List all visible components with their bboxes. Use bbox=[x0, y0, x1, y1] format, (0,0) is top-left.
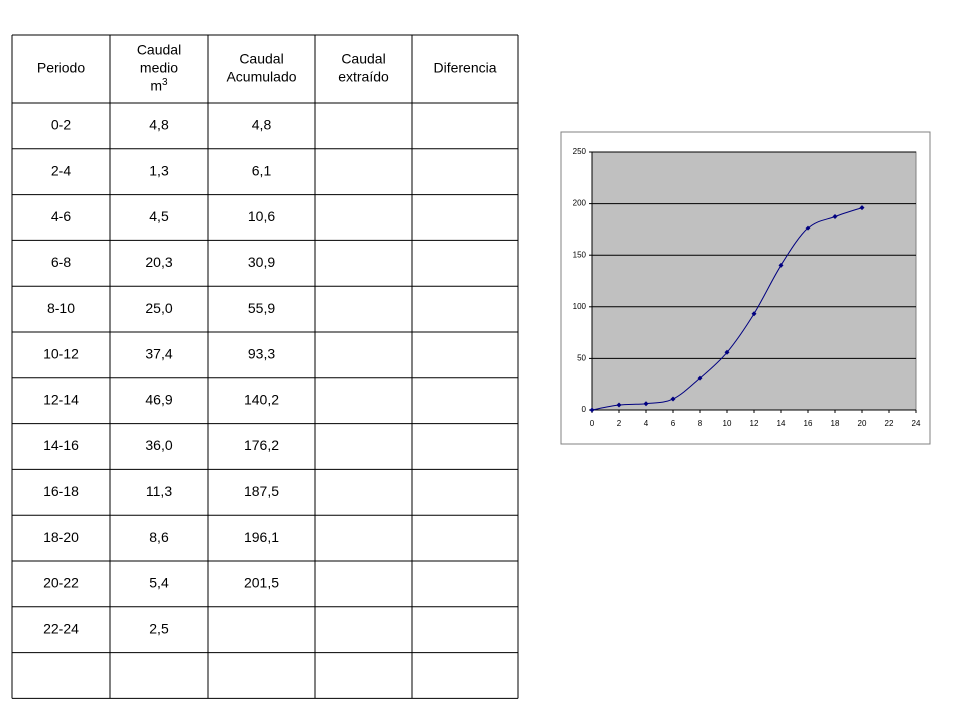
x-tick-label: 12 bbox=[750, 419, 759, 428]
header-text: Periodo bbox=[37, 60, 85, 76]
table-cell: 5,4 bbox=[149, 575, 169, 591]
table-cell: 0-2 bbox=[51, 117, 71, 133]
table-cell: 25,0 bbox=[145, 300, 172, 316]
table-cell: 196,1 bbox=[244, 529, 279, 545]
table-cell: 93,3 bbox=[248, 346, 275, 362]
table-cell: 46,9 bbox=[145, 391, 172, 407]
x-tick-label: 24 bbox=[912, 419, 921, 428]
x-tick-label: 16 bbox=[804, 419, 813, 428]
x-tick-label: 20 bbox=[858, 419, 867, 428]
table-cell: 176,2 bbox=[244, 437, 279, 453]
header-text: extraído bbox=[338, 69, 389, 85]
table-cell: 140,2 bbox=[244, 391, 279, 407]
y-tick-label: 100 bbox=[573, 302, 587, 311]
x-tick-label: 4 bbox=[644, 419, 649, 428]
table-cell: 2,5 bbox=[149, 620, 169, 636]
table-cell: 12-14 bbox=[43, 391, 79, 407]
data-point bbox=[724, 349, 730, 355]
table-cell: 30,9 bbox=[248, 254, 275, 270]
data-point bbox=[805, 225, 811, 231]
data-point bbox=[643, 401, 649, 407]
plot-area bbox=[591, 151, 917, 411]
header-text: Caudal bbox=[239, 51, 283, 67]
table-cell: 6-8 bbox=[51, 254, 71, 270]
data-point bbox=[616, 402, 622, 408]
superscript: 3 bbox=[162, 77, 168, 88]
table-cell: 11,3 bbox=[146, 483, 172, 499]
header-text: Diferencia bbox=[433, 60, 496, 76]
x-tick-label: 14 bbox=[777, 419, 786, 428]
y-tick-label: 200 bbox=[573, 199, 587, 208]
table-cell: 187,5 bbox=[244, 483, 279, 499]
table-cell: 14-16 bbox=[43, 437, 79, 453]
header-text: Acumulado bbox=[226, 69, 296, 85]
header-text: m3 bbox=[150, 77, 168, 94]
table-cell: 22-24 bbox=[43, 620, 79, 636]
y-tick-label: 150 bbox=[573, 250, 587, 259]
data-point bbox=[859, 205, 865, 211]
table-cell: 6,1 bbox=[252, 162, 272, 178]
x-tick-label: 2 bbox=[617, 419, 622, 428]
table-cell: 18-20 bbox=[43, 529, 79, 545]
table-cell: 36,0 bbox=[145, 437, 172, 453]
x-tick-label: 0 bbox=[590, 419, 595, 428]
table-cell: 20-22 bbox=[43, 575, 79, 591]
table-cell: 4,8 bbox=[149, 117, 169, 133]
y-tick-label: 250 bbox=[573, 147, 587, 156]
data-point bbox=[751, 311, 757, 317]
table-cell: 4,8 bbox=[252, 117, 272, 133]
table-cell: 4,5 bbox=[149, 208, 169, 224]
table-cell: 37,4 bbox=[145, 346, 172, 362]
table-cell: 10,6 bbox=[248, 208, 275, 224]
table-cell: 4-6 bbox=[51, 208, 71, 224]
data-point bbox=[778, 262, 784, 268]
header-text: Caudal bbox=[137, 42, 181, 58]
x-tick-label: 6 bbox=[671, 419, 676, 428]
table-cell: 55,9 bbox=[248, 300, 275, 316]
x-tick-label: 22 bbox=[885, 419, 894, 428]
data-point bbox=[589, 407, 595, 413]
y-tick-label: 50 bbox=[577, 354, 586, 363]
table-cell: 20,3 bbox=[145, 254, 172, 270]
table-cell: 2-4 bbox=[51, 162, 71, 178]
y-tick-label: 0 bbox=[582, 405, 587, 414]
data-point bbox=[670, 396, 676, 402]
header-text: medio bbox=[140, 60, 178, 76]
header-text: Caudal bbox=[341, 51, 385, 67]
table-cell: 8,6 bbox=[149, 529, 169, 545]
table-cell: 10-12 bbox=[43, 346, 79, 362]
table-cell: 201,5 bbox=[244, 575, 279, 591]
x-tick-label: 10 bbox=[723, 419, 732, 428]
table-cell: 8-10 bbox=[47, 300, 75, 316]
x-tick-label: 18 bbox=[831, 419, 840, 428]
x-tick-label: 8 bbox=[698, 419, 703, 428]
data-point bbox=[697, 375, 703, 381]
data-point bbox=[832, 214, 838, 219]
table-cell: 1,3 bbox=[149, 162, 169, 178]
table-cell: 16-18 bbox=[43, 483, 79, 499]
